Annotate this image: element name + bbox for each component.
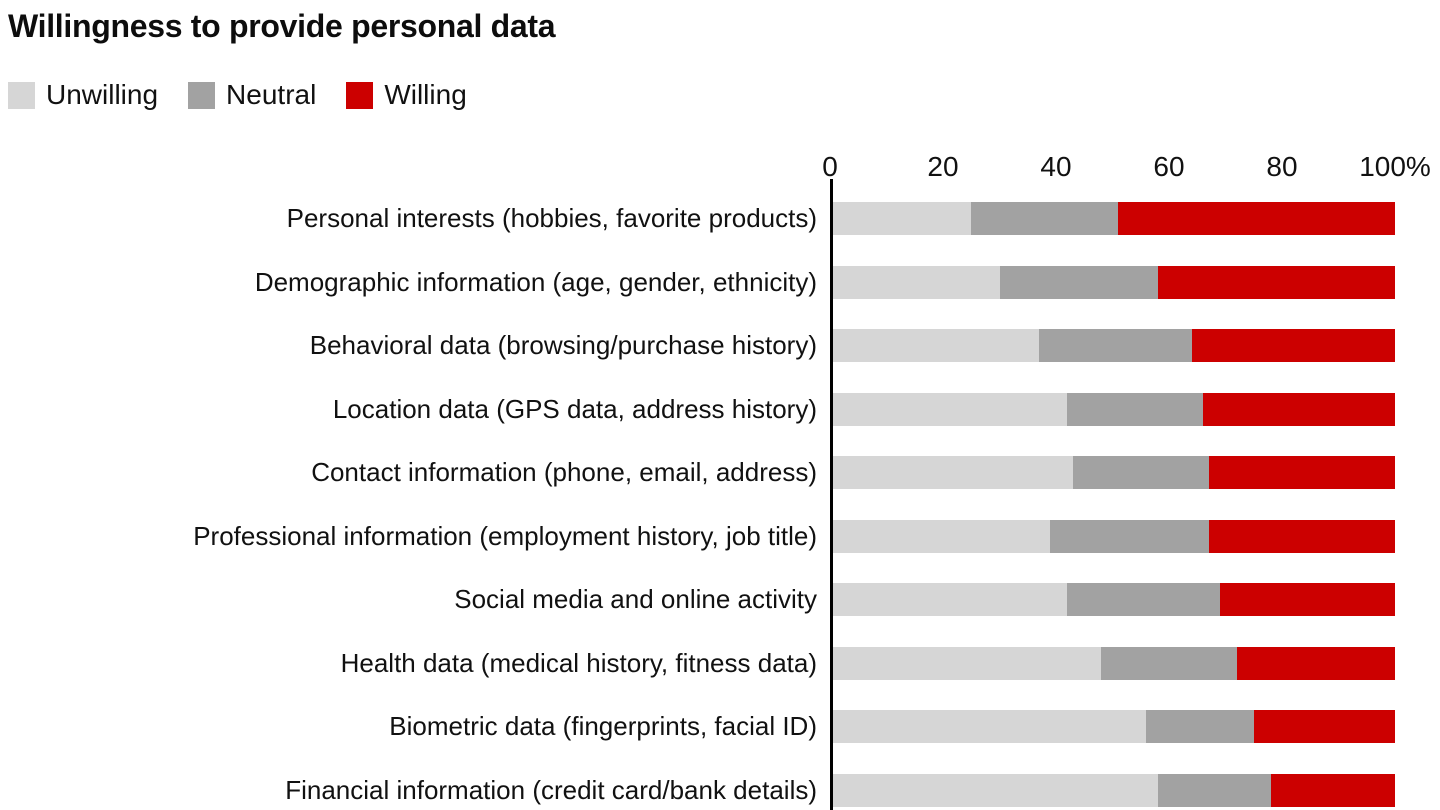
bar-segment-neutral xyxy=(1157,773,1271,807)
legend-swatch-icon xyxy=(188,81,216,109)
category-label: Health data (medical history, fitness da… xyxy=(340,647,817,678)
bar-track xyxy=(830,519,1395,553)
category-label: Location data (GPS data, address history… xyxy=(332,393,817,424)
y-axis-line xyxy=(830,179,833,810)
legend-swatch-icon xyxy=(346,81,374,109)
category-label: Social media and online activity xyxy=(454,584,817,615)
bar-segment-unwilling xyxy=(830,392,1068,426)
bar-track xyxy=(830,583,1395,617)
x-axis: 0 20 40 60 80 100% xyxy=(822,147,1431,183)
bar-segment-willing xyxy=(1118,202,1395,236)
bar-segment-willing xyxy=(1157,265,1395,299)
bar-segment-neutral xyxy=(1050,519,1209,553)
chart-row: Location data (GPS data, address history… xyxy=(0,378,1395,442)
bar-segment-unwilling xyxy=(830,519,1051,553)
bar-segment-unwilling xyxy=(830,646,1102,680)
category-label: Professional information (employment his… xyxy=(193,520,817,551)
bar-segment-unwilling xyxy=(830,456,1073,490)
x-tick-label: 80 xyxy=(1266,151,1298,182)
legend-label: Willing xyxy=(384,79,467,110)
bar-segment-willing xyxy=(1270,773,1395,807)
bar-segment-willing xyxy=(1208,519,1395,553)
category-label: Biometric data (fingerprints, facial ID) xyxy=(389,711,817,742)
legend: Unwilling Neutral Willing xyxy=(8,79,1440,111)
bar-segment-unwilling xyxy=(830,202,972,236)
legend-item-neutral: Neutral xyxy=(188,79,316,111)
bar-segment-neutral xyxy=(1067,392,1203,426)
bar-track xyxy=(830,329,1395,363)
legend-swatch-icon xyxy=(8,81,35,109)
stacked-bar-chart: 0 20 40 60 80 100% Personal interests (hobbie… xyxy=(0,147,1440,810)
legend-item-willing: Willing xyxy=(346,79,467,111)
chart-rows: Personal interests (hobbies, favorite pr… xyxy=(0,179,1395,810)
bar-segment-unwilling xyxy=(830,265,1000,299)
chart-row: Biometric data (fingerprints, facial ID) xyxy=(0,695,1395,759)
chart-row: Contact information (phone, email, addre… xyxy=(0,441,1395,505)
bar-segment-neutral xyxy=(999,265,1158,299)
bar-segment-neutral xyxy=(1146,710,1254,744)
bar-segment-willing xyxy=(1208,456,1395,490)
legend-item-unwilling: Unwilling xyxy=(8,79,158,111)
bar-track xyxy=(830,202,1395,236)
bar-segment-unwilling xyxy=(830,583,1068,617)
chart-row: Demographic information (age, gender, et… xyxy=(0,251,1395,315)
bar-segment-willing xyxy=(1236,646,1395,680)
page-title: Willingness to provide personal data xyxy=(8,8,556,44)
bar-segment-neutral xyxy=(1067,583,1220,617)
x-tick-label: 60 xyxy=(1153,151,1185,182)
category-label: Financial information (credit card/bank … xyxy=(285,774,817,805)
bar-segment-willing xyxy=(1202,392,1395,426)
bar-track xyxy=(830,773,1395,807)
chart-row: Health data (medical history, fitness da… xyxy=(0,632,1395,696)
x-tick-label: 100% xyxy=(1359,151,1431,182)
x-tick-label: 0 xyxy=(822,151,838,182)
bar-segment-willing xyxy=(1219,583,1395,617)
bar-segment-unwilling xyxy=(830,773,1158,807)
x-tick-label: 20 xyxy=(927,151,959,182)
bar-segment-neutral xyxy=(1072,456,1209,490)
chart-row: Behavioral data (browsing/purchase histo… xyxy=(0,314,1395,378)
category-label: Contact information (phone, email, addre… xyxy=(311,457,817,488)
bar-track xyxy=(830,265,1395,299)
x-tick-label: 40 xyxy=(1040,151,1072,182)
bar-track xyxy=(830,646,1395,680)
bar-track xyxy=(830,392,1395,426)
chart-row: Personal interests (hobbies, favorite pr… xyxy=(0,187,1395,251)
bar-segment-willing xyxy=(1191,329,1395,363)
legend-label: Neutral xyxy=(226,79,317,110)
chart-row: Professional information (employment his… xyxy=(0,505,1395,569)
category-label: Personal interests (hobbies, favorite pr… xyxy=(286,203,817,234)
bar-track xyxy=(830,710,1395,744)
category-label: Demographic information (age, gender, et… xyxy=(254,266,817,297)
bar-track xyxy=(830,456,1395,490)
bar-segment-willing xyxy=(1253,710,1395,744)
category-label: Behavioral data (browsing/purchase histo… xyxy=(309,330,817,361)
chart-row: Social media and online activity xyxy=(0,568,1395,632)
bar-segment-neutral xyxy=(1039,329,1192,363)
bar-segment-neutral xyxy=(1101,646,1237,680)
legend-label: Unwilling xyxy=(46,79,159,110)
bar-segment-neutral xyxy=(971,202,1119,236)
bar-segment-unwilling xyxy=(830,710,1147,744)
bar-segment-unwilling xyxy=(830,329,1040,363)
chart-row: Financial information (credit card/bank … xyxy=(0,759,1395,810)
